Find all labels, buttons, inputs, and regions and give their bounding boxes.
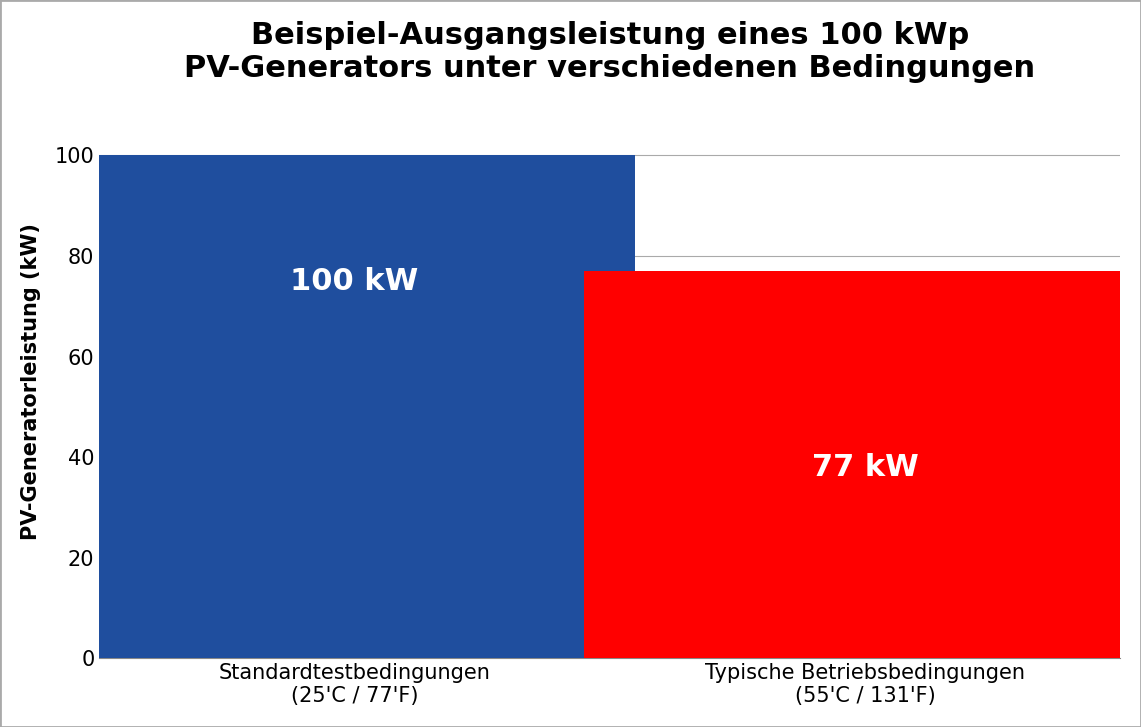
Text: 77 kW: 77 kW — [811, 453, 919, 481]
Bar — [584, 271, 1141, 658]
Text: 100 kW: 100 kW — [291, 267, 419, 296]
Y-axis label: PV-Generatorleistung (kW): PV-Generatorleistung (kW) — [21, 223, 41, 540]
Bar — [74, 156, 636, 658]
Title: Beispiel-Ausgangsleistung eines 100 kWp
PV-Generators unter verschiedenen Beding: Beispiel-Ausgangsleistung eines 100 kWp … — [184, 21, 1035, 84]
